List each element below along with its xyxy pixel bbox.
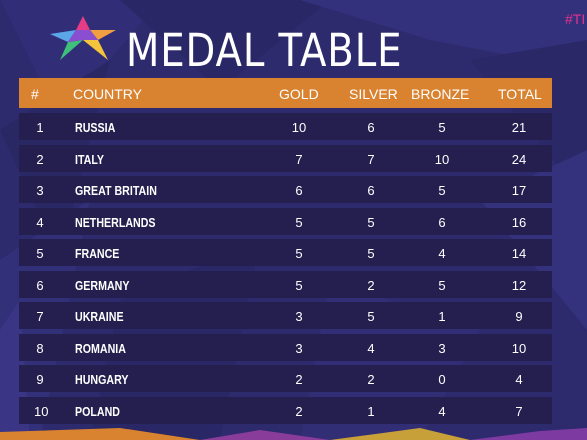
- country-cell: POLAND: [75, 403, 121, 419]
- rank-cell: 1: [36, 120, 44, 135]
- silver-cell: 6: [367, 183, 375, 198]
- rank-cell: 6: [36, 277, 44, 293]
- header-country: COUNTRY: [73, 86, 142, 102]
- medal-table-header: # COUNTRY GOLD SILVER BRONZE TOTAL: [19, 78, 552, 108]
- country-cell: GREAT BRITAIN: [75, 183, 157, 198]
- table-row: 4 NETHERLANDS 5 5 6 16: [19, 207, 552, 235]
- country-cell: RUSSIA: [75, 120, 116, 135]
- event-logo-icon: [50, 16, 116, 60]
- bronze-cell: 5: [438, 277, 446, 293]
- gold-cell: 5: [295, 214, 303, 230]
- silver-cell: 2: [367, 372, 375, 387]
- rank-cell: 5: [36, 246, 44, 261]
- total-cell: 10: [511, 340, 527, 356]
- header-total: TOTAL: [498, 86, 542, 102]
- country-cell: NETHERLANDS: [75, 214, 156, 230]
- header-silver: SILVER: [349, 86, 398, 102]
- bottom-decor-strip: [0, 428, 587, 440]
- bronze-cell: 6: [438, 214, 446, 230]
- bronze-cell: 5: [438, 183, 446, 198]
- rank-cell: 10: [34, 403, 49, 419]
- total-cell: 12: [511, 277, 527, 293]
- country-cell: HUNGARY: [75, 372, 129, 387]
- hashtag-text: #TI: [565, 11, 586, 27]
- total-cell: 7: [515, 403, 523, 419]
- silver-cell: 2: [367, 277, 375, 293]
- bronze-cell: 4: [438, 403, 446, 419]
- gold-cell: 3: [295, 309, 303, 324]
- gold-cell: 7: [295, 151, 303, 167]
- table-row: 6 GERMANY 5 2 5 12: [19, 270, 552, 298]
- gold-cell: 2: [295, 372, 303, 387]
- silver-cell: 5: [367, 214, 375, 230]
- gold-cell: 5: [295, 277, 303, 293]
- country-cell: FRANCE: [75, 246, 120, 261]
- table-row: 10 POLAND 2 1 4 7: [19, 396, 552, 424]
- table-row: 7 UKRAINE 3 5 1 9: [19, 302, 552, 329]
- bronze-cell: 4: [438, 246, 446, 261]
- total-cell: 16: [511, 214, 527, 230]
- total-cell: 21: [511, 120, 527, 135]
- bronze-cell: 10: [434, 151, 450, 167]
- silver-cell: 4: [367, 340, 375, 356]
- gold-cell: 6: [295, 183, 303, 198]
- total-cell: 14: [511, 246, 527, 261]
- table-row: 2 ITALY 7 7 10 24: [19, 144, 552, 172]
- total-cell: 9: [515, 309, 523, 324]
- bronze-cell: 5: [438, 120, 446, 135]
- country-cell: ITALY: [75, 151, 105, 167]
- silver-cell: 1: [367, 403, 375, 419]
- rank-cell: 8: [36, 340, 44, 356]
- table-row: 3 GREAT BRITAIN 6 6 5 17: [19, 176, 552, 203]
- rank-cell: 7: [36, 309, 44, 324]
- silver-cell: 7: [367, 151, 375, 167]
- country-cell: ROMANIA: [75, 340, 126, 356]
- table-row: 5 FRANCE 5 5 4 14: [19, 239, 552, 266]
- gold-cell: 2: [295, 403, 303, 419]
- bronze-cell: 1: [438, 309, 446, 324]
- header-gold: GOLD: [279, 86, 319, 102]
- silver-cell: 5: [367, 309, 375, 324]
- country-cell: GERMANY: [75, 277, 130, 293]
- rank-cell: 9: [36, 372, 44, 387]
- rank-cell: 4: [36, 214, 44, 230]
- bronze-cell: 0: [438, 372, 446, 387]
- silver-cell: 6: [367, 120, 375, 135]
- rank-cell: 3: [36, 183, 44, 198]
- total-cell: 4: [515, 372, 523, 387]
- silver-cell: 5: [367, 246, 375, 261]
- table-row: 9 HUNGARY 2 2 0 4: [19, 365, 552, 392]
- page-title: MEDAL TABLE: [126, 24, 403, 77]
- total-cell: 24: [511, 151, 527, 167]
- table-row: 1 RUSSIA 10 6 5 21: [19, 113, 552, 140]
- gold-cell: 10: [291, 120, 307, 135]
- header-bronze: BRONZE: [411, 86, 470, 102]
- bronze-cell: 3: [438, 340, 446, 356]
- table-row: 8 ROMANIA 3 4 3 10: [19, 333, 552, 361]
- rank-cell: 2: [36, 151, 44, 167]
- gold-cell: 5: [295, 246, 303, 261]
- header-rank: #: [31, 86, 39, 102]
- gold-cell: 3: [295, 340, 303, 356]
- total-cell: 17: [511, 183, 527, 198]
- country-cell: UKRAINE: [75, 309, 124, 324]
